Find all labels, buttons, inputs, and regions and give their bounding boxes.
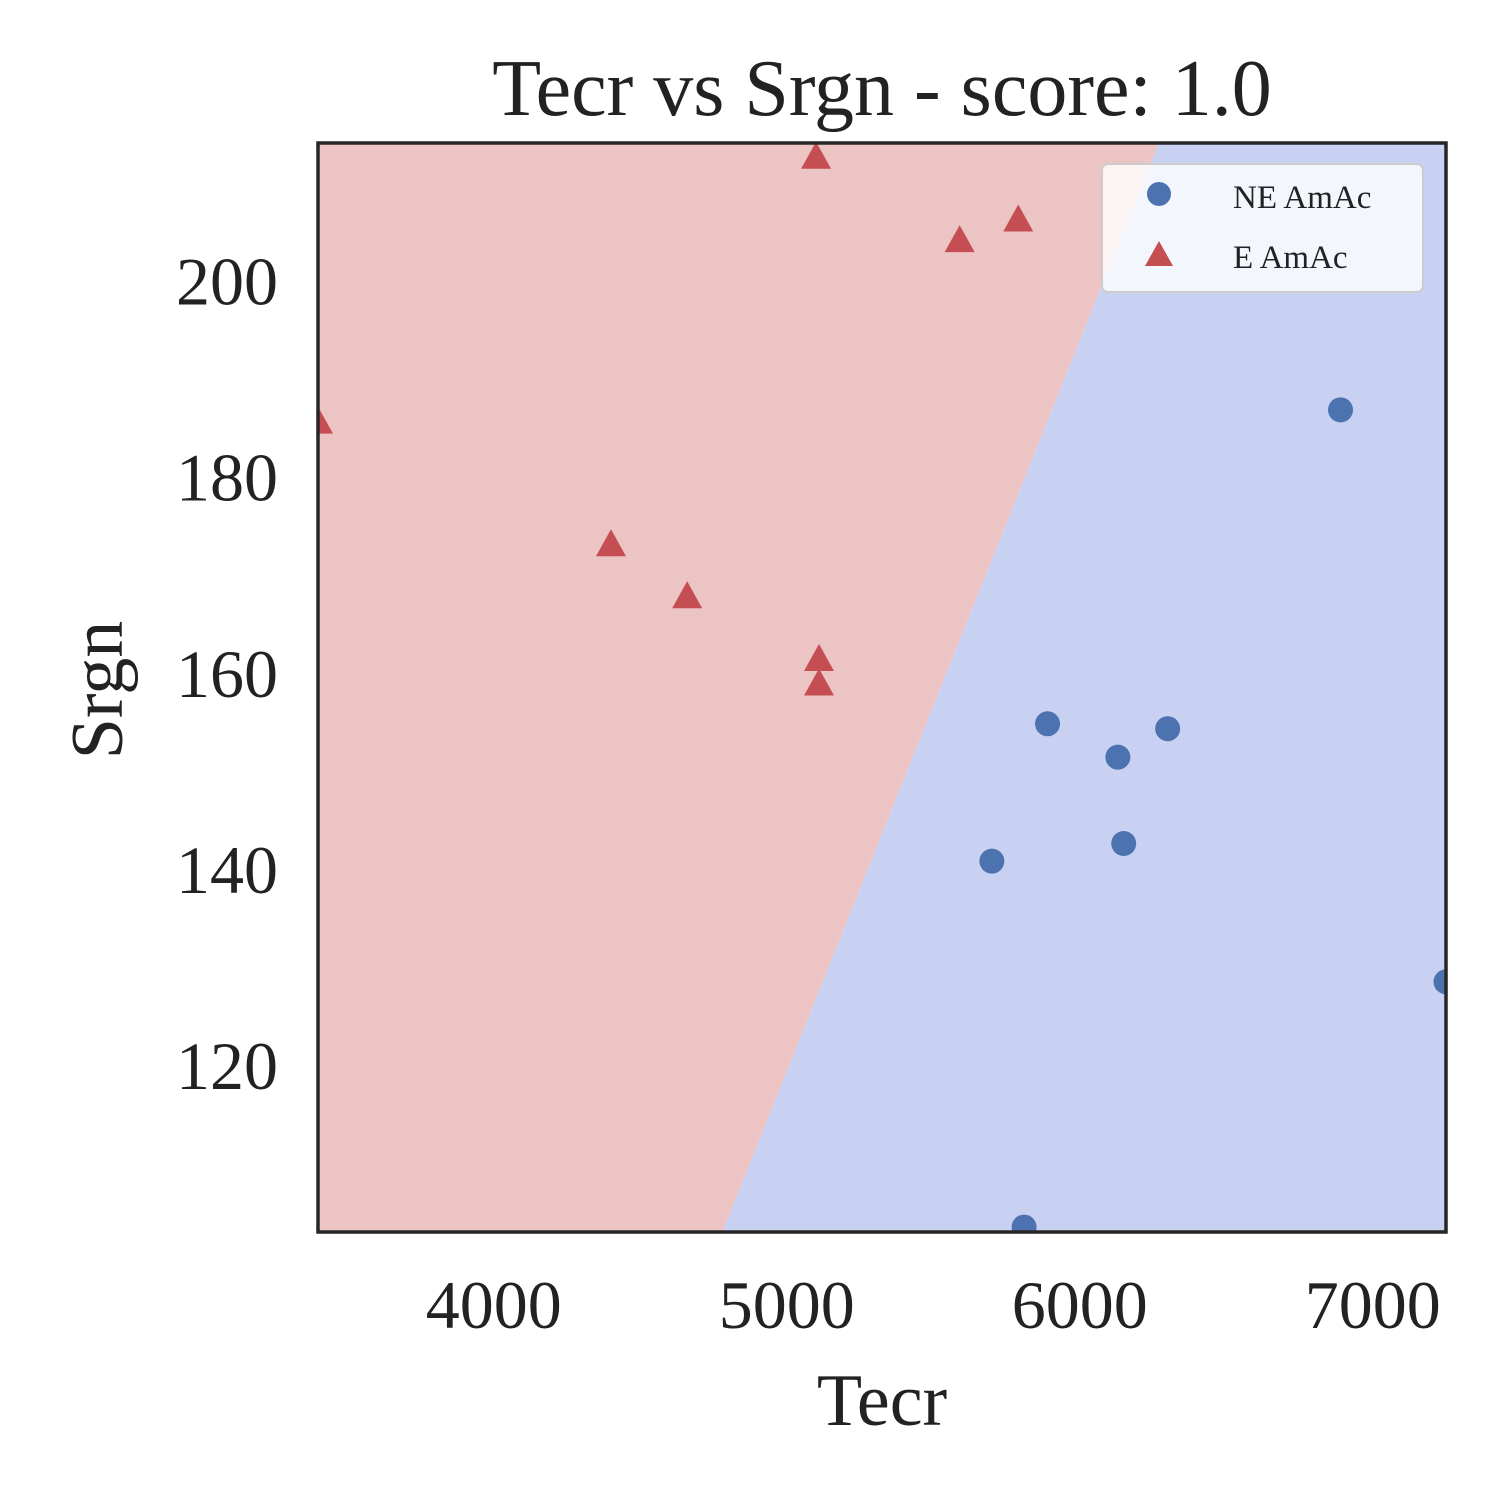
decision-regions xyxy=(318,143,1446,1232)
y-tick-label: 160 xyxy=(176,636,278,712)
data-point-ne-amac-2 xyxy=(1155,716,1181,742)
y-tick-label: 140 xyxy=(176,832,278,908)
data-point-e-amac-3 xyxy=(318,406,333,434)
legend: NE AmAc E AmAc xyxy=(1101,163,1424,293)
data-point-e-amac-0 xyxy=(801,143,832,169)
data-point-e-amac-4 xyxy=(595,529,626,557)
legend-label-ne-amac: NE AmAc xyxy=(1233,180,1371,216)
x-axis-ticks: 4000 5000 6000 7000 xyxy=(426,1267,1441,1343)
region-ne-amac xyxy=(722,143,1446,1232)
data-point-ne-amac-3 xyxy=(1105,744,1131,770)
legend-marker-ne-amac xyxy=(1147,182,1171,206)
legend-marker-e-amac xyxy=(1145,241,1173,266)
legend-box xyxy=(1101,163,1424,293)
data-point-ne-amac-7 xyxy=(1011,1214,1037,1232)
y-axis-ticks: 120 140 160 180 200 xyxy=(176,243,278,1104)
y-axis-label: Srgn xyxy=(57,621,139,759)
x-tick-label: 7000 xyxy=(1305,1267,1441,1343)
x-tick-label: 6000 xyxy=(1012,1267,1148,1343)
data-point-ne-amac-5 xyxy=(979,848,1005,874)
y-tick-label: 120 xyxy=(176,1028,278,1104)
x-axis-label: Tecr xyxy=(817,1360,947,1442)
data-point-ne-amac-6 xyxy=(1433,969,1446,995)
x-tick-label: 4000 xyxy=(426,1267,562,1343)
data-point-e-amac-6 xyxy=(804,644,835,672)
x-tick-label: 5000 xyxy=(719,1267,855,1343)
chart-title: Tecr vs Srgn - score: 1.0 xyxy=(492,45,1271,133)
legend-label-e-amac: E AmAc xyxy=(1233,240,1348,276)
data-point-e-amac-2 xyxy=(944,225,975,253)
data-point-e-amac-1 xyxy=(1003,204,1034,232)
plot-frame xyxy=(316,141,1448,1234)
data-point-e-amac-7 xyxy=(804,668,835,696)
data-points xyxy=(318,143,1446,1232)
data-point-e-amac-5 xyxy=(672,581,703,609)
data-point-ne-amac-4 xyxy=(1111,830,1137,856)
region-e-amac xyxy=(318,143,1159,1232)
data-point-ne-amac-0 xyxy=(1328,397,1354,423)
y-tick-label: 180 xyxy=(176,440,278,516)
y-tick-label: 200 xyxy=(176,243,278,319)
data-point-ne-amac-1 xyxy=(1035,711,1061,737)
